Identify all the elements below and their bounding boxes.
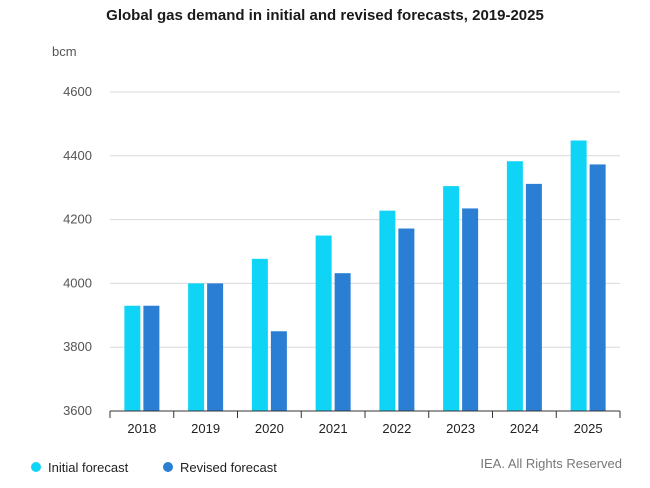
bar-revised-2021 — [334, 273, 351, 411]
y-tick-label: 3800 — [63, 339, 92, 354]
legend: Initial forecast Revised forecast — [31, 460, 277, 475]
chart-title: Global gas demand in initial and revised… — [106, 7, 544, 24]
bar-revised-2018 — [143, 305, 160, 411]
legend-marker — [163, 462, 173, 472]
y-axis-unit: bcm — [52, 44, 77, 59]
legend-label: Revised forecast — [180, 460, 277, 475]
x-axis: 2018 2019 2020 2021 2022 2023 2024 2025 — [109, 410, 621, 436]
bar-initial-2020 — [251, 258, 268, 411]
bar-revised-2022 — [398, 228, 415, 411]
bar-initial-2019 — [188, 283, 205, 411]
gridlines — [110, 91, 620, 348]
bar-revised-2020 — [270, 331, 287, 411]
y-tick-labels: 3600 3800 4000 4200 4400 4600 — [63, 84, 92, 418]
bar-revised-2024 — [525, 183, 542, 411]
x-tick-label: 2022 — [382, 421, 411, 436]
bar-initial-2018 — [124, 305, 141, 411]
y-tick-label: 3600 — [63, 403, 92, 418]
x-tick-label: 2018 — [127, 421, 156, 436]
bar-revised-2023 — [462, 208, 479, 411]
bar-initial-2025 — [570, 140, 587, 411]
y-tick-label: 4200 — [63, 212, 92, 227]
bars — [124, 140, 606, 411]
y-tick-label: 4600 — [63, 84, 92, 99]
credit-text: IEA. All Rights Reserved — [480, 456, 622, 471]
y-tick-label: 4400 — [63, 148, 92, 163]
bar-initial-2021 — [315, 235, 332, 411]
bar-initial-2023 — [443, 186, 460, 411]
x-tick-label: 2019 — [191, 421, 220, 436]
x-tick-label: 2024 — [510, 421, 539, 436]
bar-revised-2019 — [207, 283, 224, 411]
legend-label: Initial forecast — [48, 460, 129, 475]
y-tick-label: 4000 — [63, 275, 92, 290]
bar-initial-2024 — [506, 161, 523, 411]
x-tick-label: 2025 — [574, 421, 603, 436]
x-tick-label: 2023 — [446, 421, 475, 436]
x-tick-label: 2020 — [255, 421, 284, 436]
x-tick-label: 2021 — [319, 421, 348, 436]
legend-marker — [31, 462, 41, 472]
bar-initial-2022 — [379, 210, 396, 411]
bar-revised-2025 — [589, 164, 606, 411]
